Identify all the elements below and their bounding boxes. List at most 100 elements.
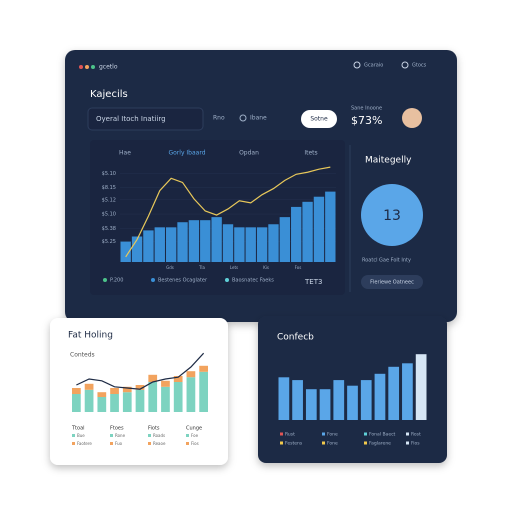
card-title: Fat Holing [68, 331, 113, 341]
legend-swatch [148, 442, 151, 445]
bar [177, 222, 188, 262]
legend-title: Fiots [148, 426, 160, 432]
legend-swatch [364, 441, 367, 445]
tab[interactable]: Hae [119, 150, 131, 157]
bar-top [199, 365, 208, 372]
legend-swatch [406, 432, 409, 436]
legend-swatch [148, 434, 151, 437]
legend-label: Rust [285, 432, 295, 438]
legend-label: Reaoe [153, 441, 166, 446]
bar [72, 394, 81, 412]
line [76, 352, 205, 390]
bar [245, 227, 256, 262]
dot [79, 65, 83, 69]
legend-value: TET3 [304, 278, 322, 286]
filter[interactable]: Ibane [250, 115, 267, 122]
bar-top [135, 385, 145, 390]
legend-label: Fonal Baect [369, 432, 396, 438]
legend-title: Cunge [186, 426, 202, 432]
bar [279, 217, 291, 262]
avatar [402, 108, 422, 128]
line [125, 166, 331, 258]
y-tick-label: $5.12 [102, 197, 116, 203]
bar [186, 377, 196, 412]
legend-swatch [186, 434, 189, 437]
legend-swatch [103, 278, 107, 282]
bar [97, 397, 107, 412]
nav-item[interactable]: Gcaraio [364, 63, 383, 69]
x-tick-label: Tla [198, 265, 206, 270]
filter[interactable]: Rno [213, 115, 225, 122]
legend-label: Bue [77, 433, 85, 438]
dot [91, 65, 95, 69]
bar [374, 373, 386, 420]
bar [135, 389, 145, 412]
bar [319, 389, 331, 420]
legend-swatch [72, 442, 75, 445]
card-subtitle: Conteds [70, 352, 95, 359]
legend-swatch [151, 278, 155, 282]
legend-swatch [186, 442, 189, 445]
gauge-title: Maitegelly [365, 156, 412, 166]
bar [165, 227, 177, 262]
legend-label: Baosnatec Faeks [232, 278, 274, 284]
bar-top [110, 388, 119, 394]
bar [200, 220, 211, 262]
bar [292, 380, 303, 420]
legend-label: Fios [191, 441, 199, 446]
tab[interactable]: Opdan [239, 150, 259, 157]
bar [234, 227, 245, 262]
x-tick-label: Lets [230, 265, 238, 270]
tab[interactable]: Itets [304, 150, 317, 157]
bar [291, 206, 302, 262]
dot [85, 65, 89, 69]
button[interactable] [301, 110, 337, 128]
gauge-value: 13 [383, 208, 401, 224]
bar-top [173, 376, 183, 382]
bar [222, 224, 234, 262]
x-tick-label: Kis [263, 265, 269, 270]
legend-label: Rone [115, 433, 126, 438]
x-tick-label: Fos [295, 265, 302, 270]
gauge-caption: Roatcl Gae Folt Inty [362, 258, 411, 264]
bar-top [72, 388, 81, 394]
bar-top [148, 374, 158, 382]
search-text: Oyeral Itoch Inatiirg [96, 115, 166, 123]
bar-top [84, 383, 94, 390]
bar [199, 371, 208, 412]
legend-label: Rost [411, 432, 421, 438]
legend-title: Ftoes [110, 426, 124, 432]
tab[interactable]: Gorly Ibaard [168, 150, 205, 157]
legend-label: Fios [411, 441, 420, 447]
bar-top [161, 380, 170, 387]
legend-label: Faotere [77, 441, 92, 446]
bar [302, 201, 313, 262]
bar [313, 196, 325, 262]
y-tick-label: $8.15 [102, 185, 116, 191]
legend-label: Festens [285, 441, 303, 447]
legend-label: Fuo [115, 441, 123, 446]
legend-swatch [225, 278, 229, 282]
legend-label: Faglarene [369, 441, 391, 447]
legend-swatch [72, 434, 75, 437]
bar [120, 241, 131, 262]
legend-swatch [406, 441, 409, 445]
bar [333, 380, 345, 420]
y-tick-label: $5.10 [102, 171, 116, 177]
gauge [361, 184, 423, 246]
bar [161, 386, 170, 412]
legend-label: Roads [153, 433, 165, 438]
y-tick-label: $5.10 [102, 212, 116, 218]
bar [305, 389, 317, 420]
bar [188, 220, 200, 262]
search[interactable] [87, 107, 204, 131]
nav-item[interactable]: Gtocs [412, 63, 427, 69]
bar [154, 227, 165, 262]
button[interactable] [361, 275, 423, 289]
legend-swatch [280, 441, 283, 445]
bar [148, 382, 158, 412]
legend-swatch [280, 432, 283, 436]
bar-top [122, 386, 132, 393]
bar [402, 363, 413, 420]
legend-label: Bestenes Ocaglater [158, 278, 208, 284]
